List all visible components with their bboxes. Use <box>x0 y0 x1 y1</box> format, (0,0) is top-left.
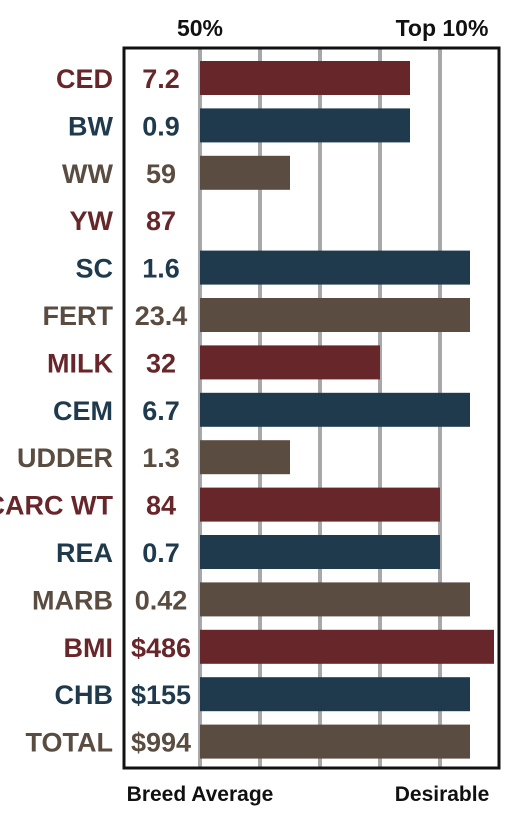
trait-label: WW <box>62 159 113 189</box>
trait-label: BW <box>68 111 113 141</box>
bottom-label-right: Desirable <box>395 783 490 806</box>
value-label: 0.42 <box>135 585 188 615</box>
bar-udder <box>200 440 290 475</box>
bar-milk <box>200 345 380 380</box>
chart-frame <box>122 46 501 770</box>
trait-label: MARB <box>32 585 113 615</box>
value-label: $994 <box>131 728 191 758</box>
bar-ww <box>200 155 290 190</box>
trait-label: CHB <box>55 680 114 710</box>
value-label: 87 <box>146 206 176 236</box>
trait-label: FERT <box>43 301 114 331</box>
trait-label: UDDER <box>17 443 113 473</box>
bars <box>200 61 494 759</box>
value-label: 6.7 <box>142 396 180 426</box>
top-label-right: Top 10% <box>396 15 489 41</box>
bar-rea <box>200 535 440 569</box>
bar-bw <box>200 108 410 143</box>
value-label: 1.6 <box>142 254 180 284</box>
value-label: 7.2 <box>142 64 180 94</box>
bottom-label-left: Breed Average <box>127 783 274 806</box>
trait-label: CARC WT <box>0 491 113 521</box>
trait-label: CEM <box>53 396 113 426</box>
value-label: $486 <box>131 633 191 663</box>
trait-label: SC <box>75 254 113 284</box>
value-label: 84 <box>146 491 176 521</box>
bar-carc-wt <box>200 487 440 522</box>
bar-bmi <box>200 629 494 664</box>
value-label: 0.7 <box>142 538 180 568</box>
value-label: $155 <box>131 680 191 710</box>
bar-total <box>200 724 470 759</box>
bar-chb <box>200 677 470 712</box>
value-label: 1.3 <box>142 443 180 473</box>
trait-label: TOTAL <box>26 728 114 758</box>
value-label: 0.9 <box>142 111 180 141</box>
bar-ced <box>200 61 410 95</box>
labels: CED 7.2 BW 0.9 WW 59 YW 87 SC 1.6 FERT 23.4 MILK 32 CE… <box>0 64 191 758</box>
trait-label: BMI <box>64 633 114 663</box>
bar-marb <box>200 582 470 617</box>
top-label-left: 50% <box>177 15 223 41</box>
value-label: 59 <box>146 159 176 189</box>
bar-cem <box>200 392 470 427</box>
bar-fert <box>200 298 470 332</box>
trait-label: CED <box>56 64 113 94</box>
value-label: 32 <box>146 348 176 378</box>
trait-label: REA <box>56 538 113 568</box>
trait-label: YW <box>70 206 114 236</box>
trait-label: MILK <box>47 348 113 378</box>
bar-sc <box>200 250 470 285</box>
value-label: 23.4 <box>135 301 188 331</box>
